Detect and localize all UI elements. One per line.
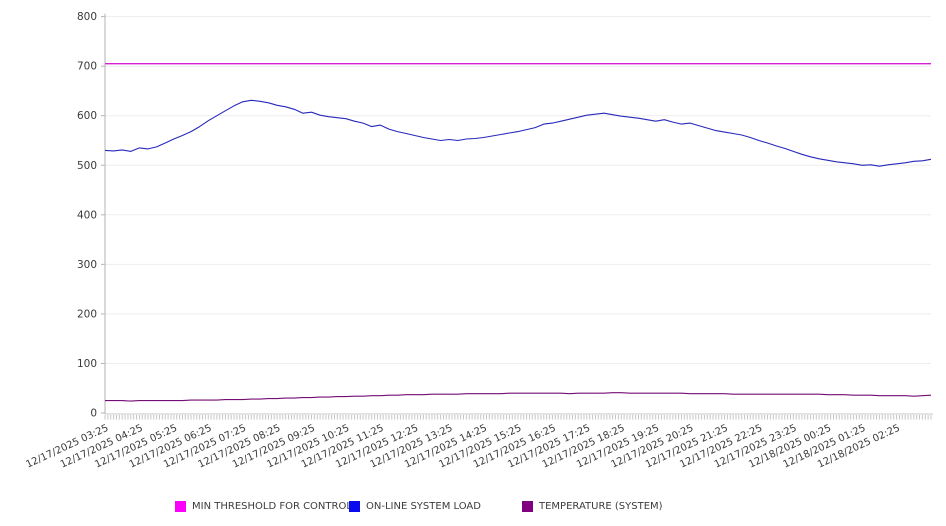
y-tick-label: 500 <box>77 160 97 172</box>
chart-plot-area: 0 100 200 300 400 500 600 700 800 12/17/2025 03:… <box>24 11 933 471</box>
y-tick-label: 700 <box>77 61 97 73</box>
y-tick-label: 0 <box>90 408 97 420</box>
legend-item-min-threshold: MIN THRESHOLD FOR CONTROL <box>175 499 352 513</box>
data-series-lines <box>104 63 932 402</box>
legend-label: TEMPERATURE (SYSTEM) <box>539 500 663 512</box>
y-tick-label: 800 <box>77 11 97 23</box>
y-tick-label: 300 <box>77 259 97 271</box>
series-line-temperature-system- <box>105 392 932 402</box>
legend-item-online-system-load: ON-LINE SYSTEM LOAD <box>349 499 481 513</box>
y-tick-label: 200 <box>77 308 97 320</box>
online-system-load-swatch-icon <box>349 500 360 512</box>
axes <box>101 13 933 415</box>
gridlines <box>105 16 931 364</box>
series-line-on-line-system-load <box>104 99 932 167</box>
y-tick-label: 400 <box>77 209 97 221</box>
legend-label: MIN THRESHOLD FOR CONTROL <box>192 500 352 512</box>
y-tick-label: 100 <box>77 358 97 370</box>
x-axis-minor-ticks <box>104 415 932 420</box>
temperature-swatch-icon <box>522 500 533 512</box>
min-threshold-swatch-icon <box>175 500 186 512</box>
legend-label: ON-LINE SYSTEM LOAD <box>366 500 481 512</box>
legend-item-temperature: TEMPERATURE (SYSTEM) <box>522 499 663 513</box>
chart-legend: MIN THRESHOLD FOR CONTROL ON-LINE SYSTEM… <box>0 499 946 515</box>
y-tick-label: 600 <box>77 110 97 122</box>
y-axis-tick-labels: 0 100 200 300 400 500 600 700 800 <box>77 11 97 419</box>
